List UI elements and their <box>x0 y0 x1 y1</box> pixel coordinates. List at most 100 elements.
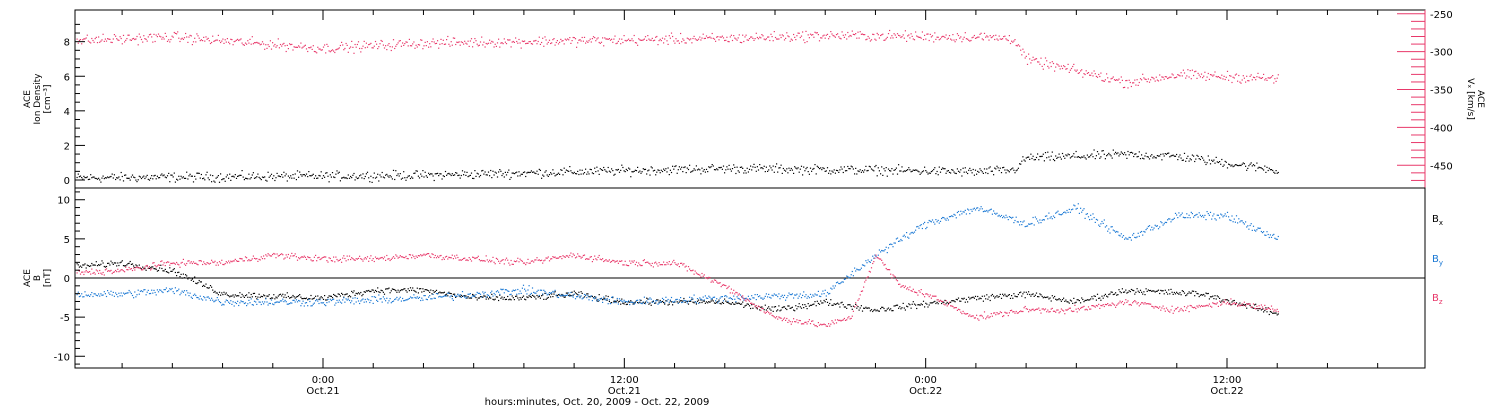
data-point <box>676 301 678 303</box>
data-point <box>492 256 494 258</box>
data-point <box>344 294 346 296</box>
data-point <box>431 293 433 295</box>
data-point <box>813 323 815 325</box>
data-point <box>1095 218 1097 220</box>
data-point <box>936 301 938 303</box>
data-point <box>531 287 534 289</box>
data-point <box>628 301 630 303</box>
data-point <box>608 299 610 301</box>
data-point <box>717 301 719 303</box>
data-point <box>522 262 525 264</box>
data-point <box>796 293 798 295</box>
data-point <box>82 271 84 273</box>
data-point <box>821 37 823 39</box>
data-point <box>1017 44 1019 46</box>
data-point <box>1196 154 1198 156</box>
data-point <box>702 170 704 172</box>
data-point <box>729 36 731 38</box>
data-point <box>1034 294 1036 296</box>
data-point <box>143 175 145 177</box>
data-point <box>135 38 137 40</box>
data-point <box>1228 163 1230 165</box>
data-point <box>1007 39 1009 42</box>
data-point <box>800 165 803 167</box>
data-point <box>371 296 373 298</box>
data-point <box>591 295 593 297</box>
data-point <box>980 206 982 208</box>
data-point <box>623 264 625 266</box>
data-point <box>283 301 285 303</box>
data-point <box>889 309 891 311</box>
data-point <box>289 303 291 305</box>
data-point <box>365 173 367 175</box>
data-point <box>1133 232 1135 235</box>
data-point <box>817 34 819 36</box>
data-point <box>1087 216 1090 218</box>
data-point <box>241 258 243 260</box>
data-point <box>1096 151 1099 153</box>
data-point <box>579 255 581 258</box>
data-point <box>1261 77 1264 79</box>
data-point <box>757 169 760 171</box>
data-point <box>703 169 705 171</box>
data-point <box>423 290 425 292</box>
data-point <box>516 171 518 173</box>
data-point <box>1012 41 1014 43</box>
data-point <box>1064 66 1066 68</box>
data-point <box>652 300 654 303</box>
data-point <box>867 35 869 38</box>
data-point <box>459 294 461 296</box>
data-point <box>257 42 259 44</box>
data-point <box>348 299 351 302</box>
data-point <box>118 264 120 267</box>
data-point <box>968 296 970 298</box>
data-point <box>892 310 894 312</box>
data-point <box>629 260 631 262</box>
data-point <box>96 178 99 180</box>
data-point <box>1049 297 1051 299</box>
data-point <box>531 260 534 262</box>
data-point <box>273 45 275 47</box>
data-point <box>516 260 518 262</box>
data-point <box>694 301 696 303</box>
data-point <box>425 298 427 300</box>
data-point <box>1125 154 1127 156</box>
data-point <box>440 38 442 40</box>
data-point <box>929 172 931 174</box>
data-point <box>438 256 440 259</box>
data-point <box>1195 214 1197 216</box>
data-point <box>380 176 382 178</box>
data-point <box>442 292 444 294</box>
data-point <box>965 171 967 173</box>
data-point <box>911 231 913 233</box>
data-point <box>813 167 815 170</box>
data-point <box>681 300 683 302</box>
data-point <box>1231 215 1233 217</box>
data-point <box>793 309 795 311</box>
data-point <box>1263 169 1265 171</box>
data-point <box>632 171 634 173</box>
data-point <box>374 289 377 292</box>
data-point <box>366 256 369 258</box>
data-point <box>555 174 557 176</box>
data-point <box>652 170 654 172</box>
data-point <box>813 303 815 305</box>
data-point <box>639 170 641 172</box>
y-tick-label: 0 <box>64 176 70 187</box>
data-point <box>676 40 678 42</box>
data-point <box>187 278 189 280</box>
data-point <box>1141 154 1143 156</box>
data-point <box>140 269 143 271</box>
data-point <box>785 307 787 310</box>
data-point <box>348 295 351 297</box>
data-point <box>638 302 640 304</box>
data-point <box>405 179 407 181</box>
data-point <box>655 300 657 302</box>
data-point <box>1046 157 1048 159</box>
data-point <box>217 264 219 266</box>
data-point <box>515 261 517 263</box>
data-point <box>554 256 556 258</box>
data-point <box>501 174 503 177</box>
data-point <box>423 295 425 297</box>
